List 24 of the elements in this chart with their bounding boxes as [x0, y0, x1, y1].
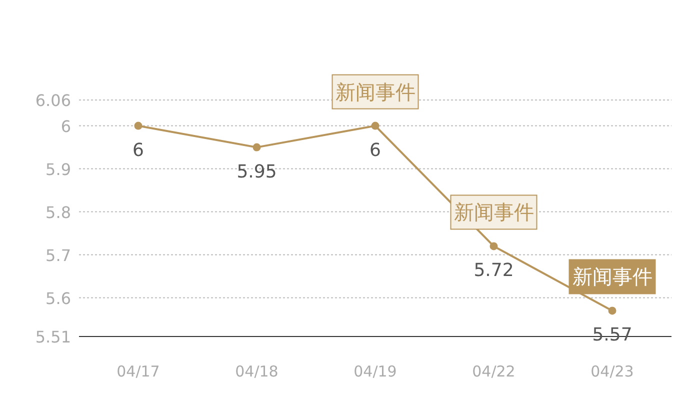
x-tick-label: 04/17 [116, 362, 160, 380]
data-label: 6 [132, 140, 144, 161]
point [371, 122, 380, 130]
annotation: 新闻事件 [454, 200, 534, 224]
x-tick-label: 04/19 [354, 362, 397, 380]
y-tick-label: 5.51 [35, 328, 71, 346]
y-tick-label: 6.06 [35, 91, 71, 110]
data-label: 5.95 [236, 161, 277, 182]
x-tick-label: 04/22 [472, 362, 516, 380]
y-tick-label: 6 [60, 116, 71, 136]
point [490, 242, 498, 250]
point [608, 306, 616, 315]
annotation: 新闻事件 [335, 80, 416, 104]
y-tick-label: 5.8 [46, 202, 71, 222]
point [134, 122, 142, 130]
data-label: 6 [370, 140, 381, 161]
x-tick-label: 04/23 [590, 362, 634, 380]
annotation: 新闻事件 [572, 264, 652, 289]
point [252, 143, 261, 152]
y-tick-label: 5.9 [46, 160, 71, 179]
y-tick-label: 5.6 [46, 288, 71, 308]
x-tick-label: 04/18 [235, 362, 278, 380]
data-label: 5.72 [474, 260, 514, 282]
y-tick-label: 5.7 [46, 246, 71, 265]
